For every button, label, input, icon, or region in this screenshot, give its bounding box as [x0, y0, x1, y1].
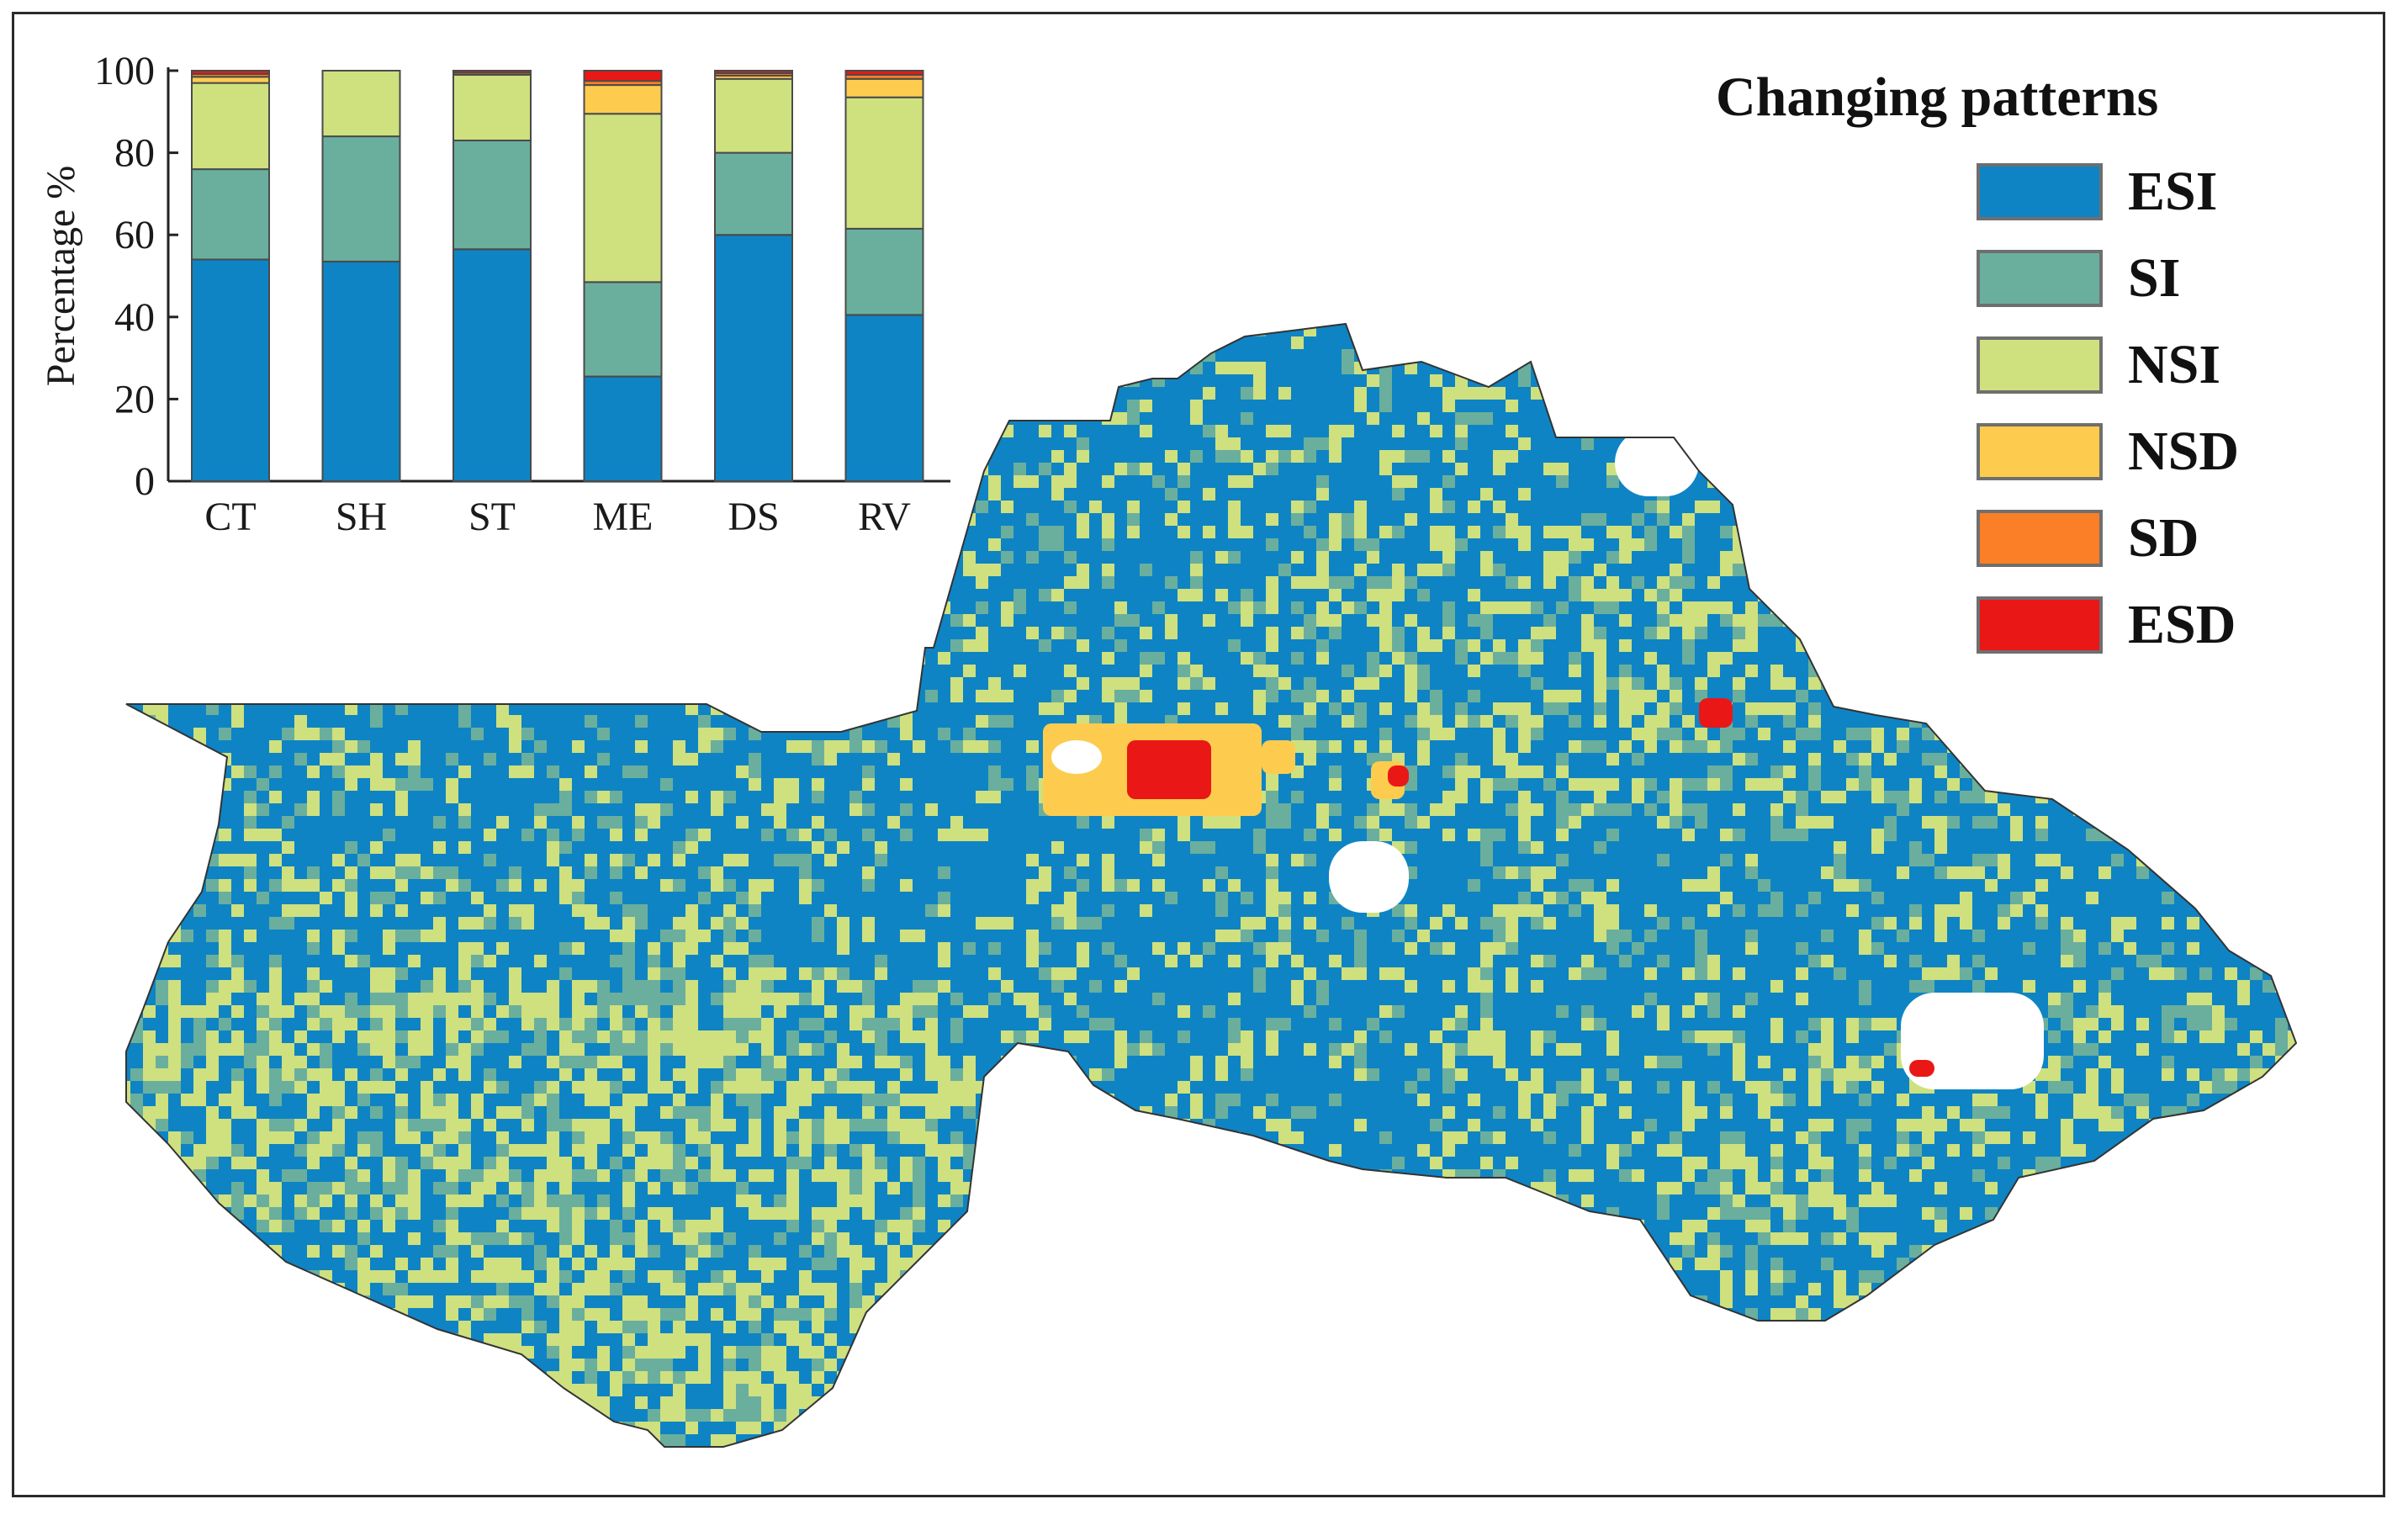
y-tick-label: 20 — [114, 377, 155, 421]
y-tick-label: 80 — [114, 131, 155, 176]
legend-item-nsd: NSD — [1977, 408, 2246, 495]
legend-label: ESD — [2128, 593, 2236, 655]
legend-title: Changing patterns — [1716, 66, 2159, 128]
y-tick-label: 0 — [135, 459, 155, 504]
bar-segment-nsi-ct — [191, 82, 270, 171]
bar-segment-esi-ct — [191, 258, 270, 482]
legend-item-nsi: NSI — [1977, 321, 2246, 408]
bar-segment-si-ct — [191, 168, 270, 261]
bar-segment-nsd-ct — [191, 76, 270, 84]
bar-segment-nsd-me — [583, 84, 663, 115]
y-tick-label: 60 — [114, 213, 155, 257]
legend-item-esd: ESD — [1977, 581, 2246, 668]
legend-swatch — [1977, 336, 2103, 394]
legend-label: SI — [2128, 246, 2181, 309]
bar-segment-esd-rv — [844, 70, 924, 76]
legend-label: NSD — [2128, 420, 2240, 482]
bar-segment-esd-ds — [714, 70, 793, 74]
bar-segment-si-ds — [714, 151, 793, 236]
bar-segment-si-me — [583, 281, 663, 378]
bar-segment-nsi-ds — [714, 77, 793, 154]
bar-segment-esd-ct — [191, 70, 270, 75]
x-tick-label: CT — [204, 495, 256, 539]
legend-item-esi: ESI — [1977, 148, 2246, 235]
x-tick-label: DS — [728, 495, 779, 539]
bar-segment-esi-me — [583, 375, 663, 482]
x-tick-label: RV — [858, 495, 911, 539]
bar-segment-esi-ds — [714, 234, 793, 482]
x-tick-label: SH — [336, 495, 387, 539]
legend: Changing patterns ESI SI NSI NSD SD ESD — [1707, 66, 2246, 668]
legend-swatch — [1977, 249, 2103, 307]
legend-label: ESI — [2128, 160, 2218, 222]
bar-segment-esi-sh — [321, 260, 401, 482]
stacked-bar-chart: 0 20 40 60 80 100 Percentage % CT SH ST ME DS RV — [39, 49, 950, 539]
legend-swatch — [1977, 422, 2103, 480]
legend-item-si: SI — [1977, 235, 2246, 321]
bar-segment-si-sh — [321, 135, 401, 262]
bar-segment-si-rv — [844, 227, 924, 316]
bar-segment-esd-st — [452, 70, 532, 74]
legend-label: SD — [2128, 506, 2199, 569]
bar-segment-nsi-sh — [321, 70, 401, 138]
bar-segment-nsd-rv — [844, 77, 924, 98]
bar-segment-nsi-me — [583, 113, 663, 283]
bar-segment-nsi-st — [452, 73, 532, 141]
y-tick-label: 100 — [94, 49, 155, 93]
legend-swatch — [1977, 509, 2103, 567]
bar-segment-si-st — [452, 139, 532, 251]
bar-segment-esi-rv — [844, 314, 924, 482]
y-axis-label: Percentage % — [39, 166, 83, 387]
legend-swatch — [1977, 596, 2103, 654]
bar-segment-esi-st — [452, 248, 532, 482]
legend-items: ESI SI NSI NSD SD ESD — [1707, 148, 2246, 668]
x-tick-label: ME — [593, 495, 654, 539]
x-tick-label: ST — [468, 495, 516, 539]
bar-segment-nsi-rv — [844, 96, 924, 230]
legend-label: NSI — [2128, 333, 2221, 395]
legend-swatch — [1977, 162, 2103, 220]
y-tick-label: 40 — [114, 295, 155, 340]
legend-item-sd: SD — [1977, 495, 2246, 581]
bar-segment-esd-me — [583, 70, 663, 82]
